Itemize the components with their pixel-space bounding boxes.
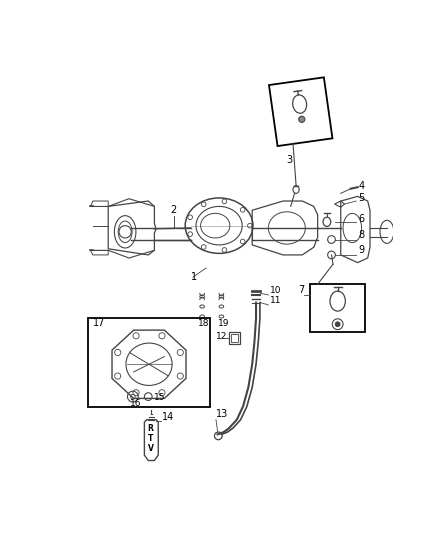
Text: 6: 6 [358, 214, 364, 224]
Circle shape [201, 245, 206, 249]
Text: 15: 15 [155, 393, 166, 402]
Bar [269, 77, 332, 146]
Text: 5: 5 [358, 193, 365, 203]
Circle shape [188, 215, 192, 220]
Text: 18: 18 [198, 319, 210, 328]
Text: 7: 7 [298, 285, 305, 295]
Text: 19: 19 [218, 319, 229, 328]
Circle shape [240, 239, 245, 244]
Circle shape [336, 322, 340, 327]
Circle shape [201, 202, 206, 207]
Bar [88, 318, 210, 407]
Circle shape [240, 207, 245, 212]
Text: V: V [148, 445, 153, 453]
Text: 17: 17 [93, 318, 105, 328]
Bar [310, 284, 365, 332]
Text: 3: 3 [286, 155, 292, 165]
Text: T: T [148, 434, 153, 443]
Text: 14: 14 [162, 411, 174, 422]
Text: 16: 16 [130, 399, 141, 408]
Text: 11: 11 [270, 296, 281, 305]
Text: 4: 4 [358, 181, 364, 191]
Text: 8: 8 [358, 230, 364, 240]
Text: 12: 12 [216, 332, 227, 341]
Text: 13: 13 [216, 409, 228, 418]
Bar [231, 334, 237, 342]
Circle shape [188, 232, 192, 237]
Bar [229, 332, 240, 344]
Text: 9: 9 [358, 245, 364, 255]
Circle shape [222, 199, 227, 204]
Text: 1: 1 [191, 271, 197, 281]
Text: 2: 2 [170, 205, 177, 215]
Text: 10: 10 [270, 286, 281, 295]
Circle shape [299, 116, 305, 123]
Text: R: R [148, 424, 153, 433]
Circle shape [247, 223, 252, 228]
Circle shape [222, 248, 227, 252]
